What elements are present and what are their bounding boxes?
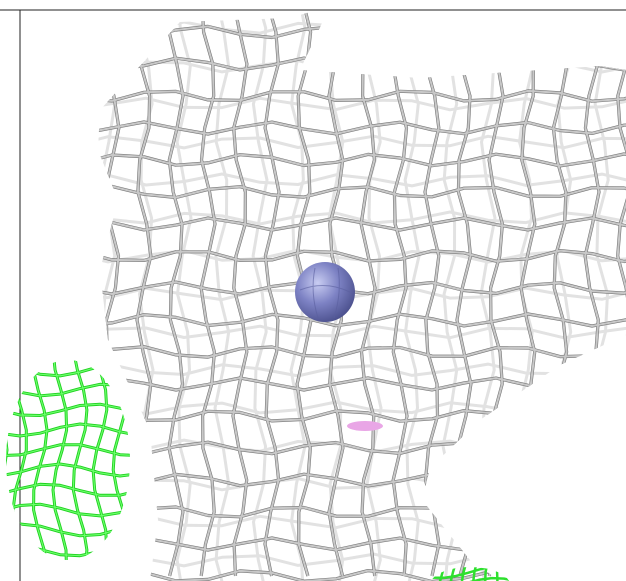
- grey-back-col: [213, 6, 231, 581]
- green-hi-row: [6, 463, 130, 477]
- green-small-col: [459, 567, 469, 581]
- grey-back-row: [98, 286, 626, 302]
- green-small-col: [483, 567, 490, 581]
- ion-sphere: [295, 262, 355, 322]
- green-hi-row: [6, 503, 130, 517]
- grey-back-row: [98, 96, 626, 112]
- grey-back-col: [251, 6, 269, 581]
- green-hi-col: [52, 360, 68, 560]
- green-small-col: [436, 567, 448, 581]
- pink-blob: [347, 421, 383, 431]
- grey-back-col: [175, 6, 193, 581]
- grey-back-row: [98, 324, 626, 340]
- grey-back-row: [98, 362, 626, 378]
- grey-back-row: [98, 248, 626, 264]
- green-hi-row: [6, 483, 130, 496]
- green-small-row: [430, 576, 510, 581]
- green-small-col: [495, 567, 501, 581]
- grey-col: [392, 6, 408, 577]
- grey-row: [98, 281, 626, 295]
- grey-row: [98, 217, 626, 231]
- green-small-col: [471, 567, 479, 581]
- grey-col: [360, 6, 376, 577]
- sphere-shading: [299, 267, 351, 319]
- grey-back-row: [98, 134, 626, 150]
- green-small-col: [447, 567, 458, 581]
- grey-row: [98, 153, 626, 167]
- grey-back-row: [98, 172, 626, 188]
- green-hi-row: [6, 423, 130, 437]
- green-hi-col: [92, 360, 108, 560]
- green-hi-col: [72, 360, 88, 560]
- grey-col: [168, 6, 184, 577]
- grey-col: [424, 6, 440, 577]
- green-hi-col: [32, 360, 48, 560]
- grey-row: [98, 345, 626, 359]
- grey-col: [232, 6, 248, 577]
- grey-back-row: [98, 210, 626, 226]
- grey-row: [98, 249, 626, 263]
- grey-col: [200, 6, 216, 577]
- grey-col: [264, 6, 280, 577]
- grey-back-col: [365, 6, 383, 581]
- grey-row: [98, 89, 626, 103]
- green-small-row: [430, 567, 510, 580]
- green-hi-row: [6, 444, 130, 457]
- grey-col: [616, 6, 626, 577]
- grey-row: [98, 313, 626, 327]
